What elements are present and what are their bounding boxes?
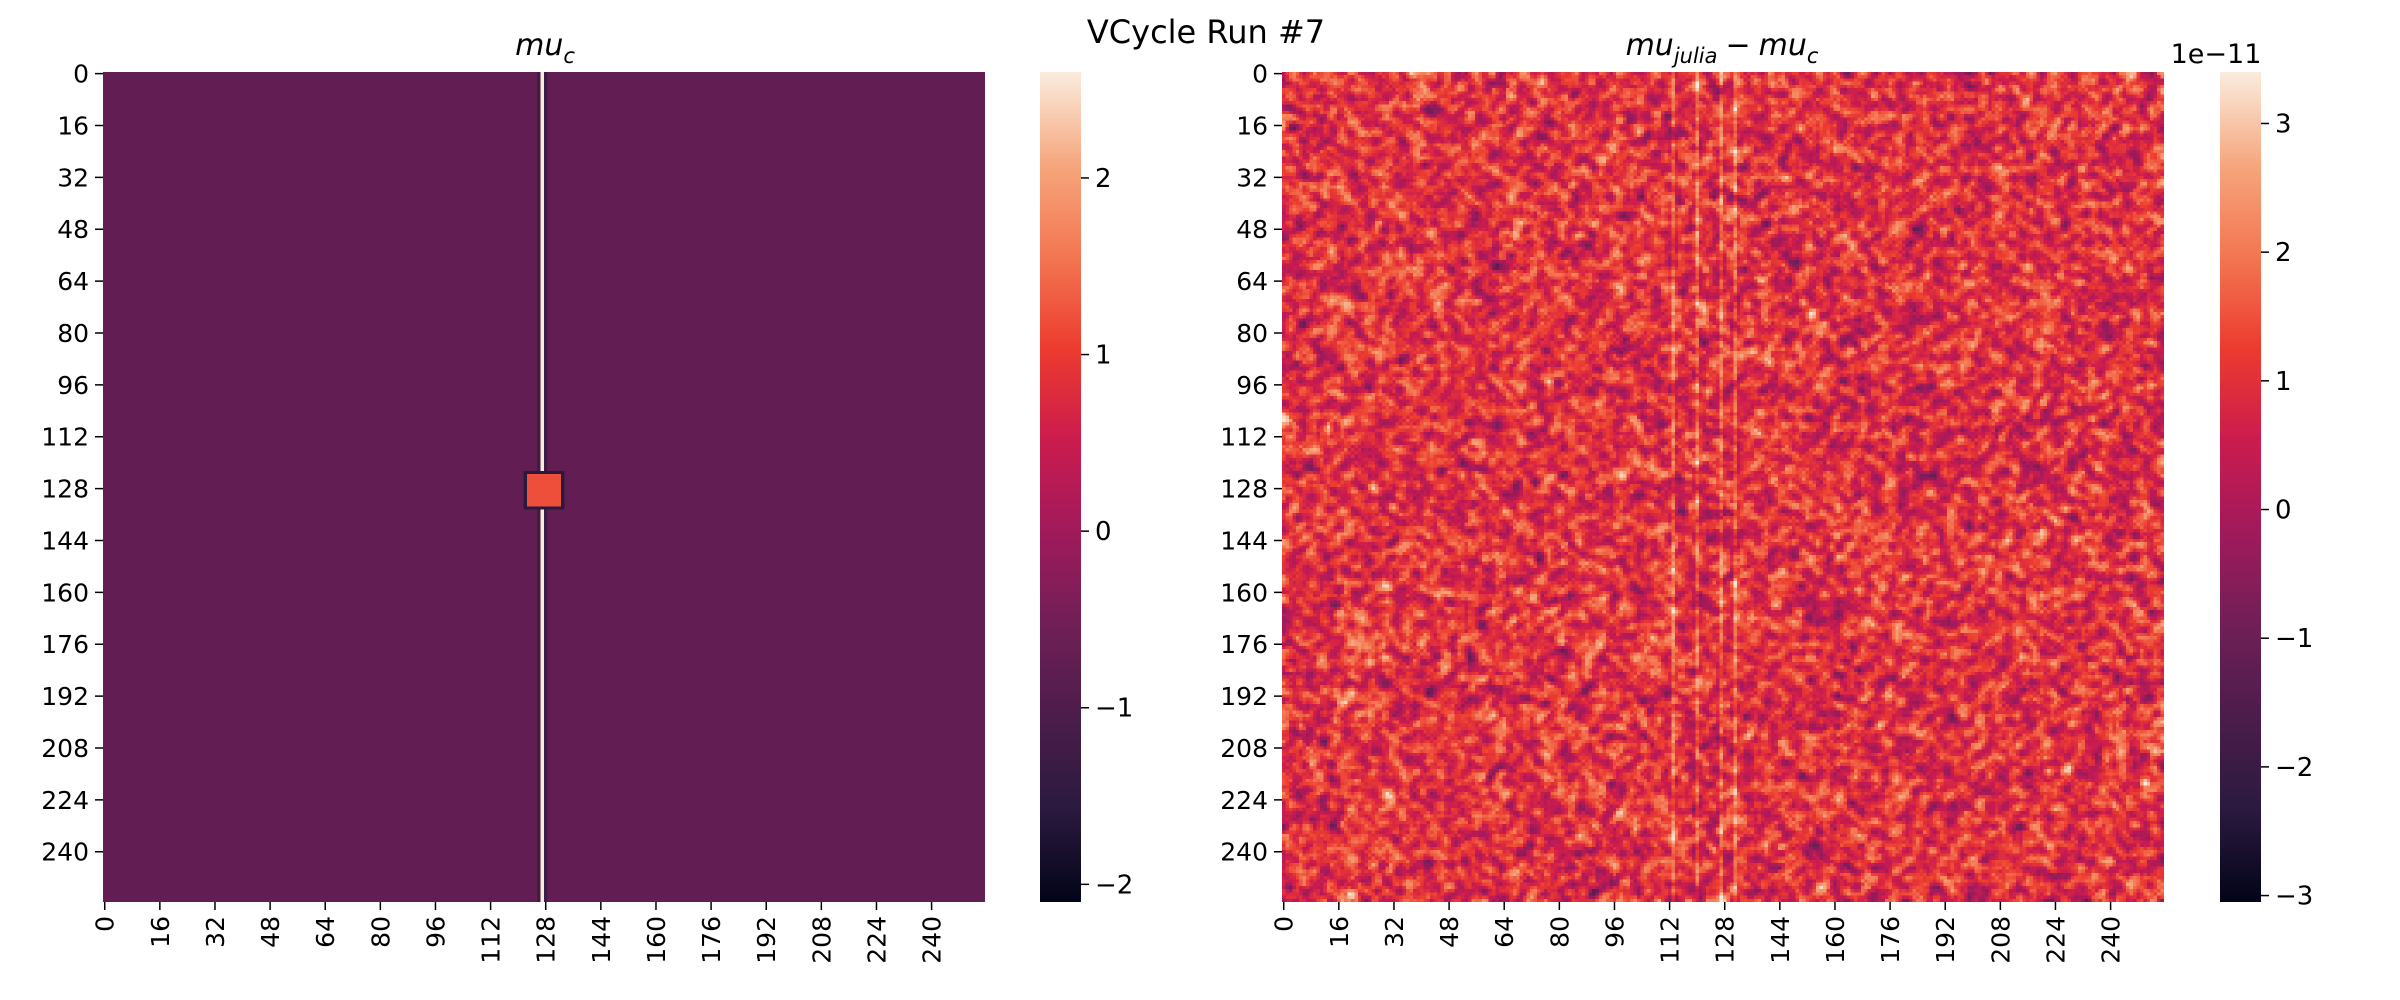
right-colorbar-tick-label: 1 [2275,367,2292,397]
right-x-tick-label: 0 [1270,916,1299,932]
left-x-tick-label: 160 [642,916,671,964]
right-x-tick-label: 208 [1986,916,2015,964]
right-y-tick-label: 80 [1236,319,1268,348]
right-x-tick-label: 80 [1545,916,1574,948]
left-x-tick-label: 64 [311,916,340,948]
right-colorbar-tick-label: 0 [2275,496,2292,526]
left-x-tick-label: 112 [477,916,506,964]
right-colorbar-tick-label: −2 [2275,753,2313,783]
left-x-tick-label: 176 [697,916,726,964]
right-y-tick-label: 224 [1220,786,1268,815]
figure-suptitle: VCycle Run #7 [1087,13,1325,51]
right-y-tick-label: 96 [1236,371,1268,400]
left-colorbar-tick-label: 2 [1095,164,1112,194]
left-y-tick-label: 160 [41,578,89,607]
right-colorbar [2220,72,2261,902]
right-x-tick-label: 32 [1380,916,1409,948]
left-x-tick-label: 144 [587,916,616,964]
right-y-tick-label: 208 [1220,734,1268,763]
right-x-tick-label: 48 [1435,916,1464,948]
right-y-tick-label: 128 [1220,475,1268,504]
left-y-tick-label: 16 [57,111,89,140]
left-y-tick-label: 240 [41,838,89,867]
left-colorbar-tick-label: −1 [1095,694,1133,724]
left-y-tick-label: 224 [41,786,89,815]
left-x-tick-label: 240 [918,916,947,964]
right-colorbar-tick-label: 3 [2275,109,2292,139]
left-chart-title: muc [515,28,575,68]
left-x-tick-label: 96 [421,916,450,948]
right-y-tick-label: 64 [1236,267,1268,296]
right-x-tick-label: 128 [1711,916,1740,964]
left-y-tick-label: 32 [57,163,89,192]
left-y-tick-label: 176 [41,630,89,659]
left-y-tick-label: 0 [73,60,89,89]
left-x-axis: 0 16 32 48 64 80 96 112 128 144 160 176 192 208 224 240 [91,902,947,964]
right-colorbar-ticks: −3 −2 −1 0 1 2 3 [2261,109,2313,912]
right-x-tick-label: 112 [1656,916,1685,964]
right-x-tick-label: 96 [1600,916,1629,948]
right-x-tick-label: 144 [1766,916,1795,964]
right-y-tick-label: 48 [1236,215,1268,244]
left-x-tick-label: 208 [807,916,836,964]
left-y-tick-label: 96 [57,371,89,400]
left-y-tick-label: 64 [57,267,89,296]
right-y-tick-label: 32 [1236,163,1268,192]
left-x-tick-label: 0 [91,916,120,932]
left-colorbar-ticks: −2 −1 0 1 2 [1081,164,1133,900]
left-x-tick-label: 192 [752,916,781,964]
right-y-axis: 0 16 32 48 64 80 96 112 128 144 160 176 192 208 224 240 [1220,60,1282,867]
right-y-tick-label: 112 [1220,423,1268,452]
left-colorbar [1040,72,1081,902]
right-colorbar-tick-label: 2 [2275,238,2292,268]
right-colorbar-tick-label: −1 [2275,624,2313,654]
right-y-tick-label: 176 [1220,630,1268,659]
right-y-tick-label: 160 [1220,578,1268,607]
left-x-tick-label: 224 [862,916,891,964]
right-x-tick-label: 192 [1931,916,1960,964]
right-x-tick-label: 160 [1821,916,1850,964]
right-x-tick-label: 224 [2041,916,2070,964]
right-y-tick-label: 0 [1252,60,1268,89]
left-x-tick-label: 16 [146,916,175,948]
right-x-tick-label: 64 [1490,916,1519,948]
left-y-tick-label: 192 [41,682,89,711]
right-y-tick-label: 144 [1220,526,1268,555]
right-x-tick-label: 240 [2097,916,2126,964]
left-colorbar-tick-label: 0 [1095,517,1112,547]
left-colorbar-tick-label: −2 [1095,870,1133,900]
left-x-tick-label: 80 [366,916,395,948]
right-panel: mujulia − muc 0163248648096112128144160176… [1220,28,2313,964]
right-y-tick-label: 192 [1220,682,1268,711]
right-chart-title: mujulia − muc [1626,28,1819,68]
right-heatmap [1282,72,2164,902]
right-y-tick-label: 16 [1236,111,1268,140]
right-x-tick-label: 176 [1876,916,1905,964]
left-y-tick-label: 208 [41,734,89,763]
left-y-tick-label: 80 [57,319,89,348]
left-panel: muc 016324864809611212814416017619220822… [41,28,1133,964]
left-y-axis: 0 16 32 48 64 80 96 112 128 144 160 176 192 208 224 240 [41,60,103,867]
left-heatmap [103,72,985,902]
left-y-tick-label: 48 [57,215,89,244]
left-x-tick-label: 48 [256,916,285,948]
left-y-tick-label: 112 [41,423,89,452]
right-x-axis: 0 16 32 48 64 80 96 112 128 144 160 176 192 208 224 240 [1270,902,2126,964]
left-colorbar-tick-label: 1 [1095,341,1112,371]
left-x-tick-label: 128 [532,916,561,964]
left-x-tick-label: 32 [201,916,230,948]
left-y-tick-label: 128 [41,475,89,504]
right-colorbar-offset-text: 1e−11 [2171,39,2262,70]
right-x-tick-label: 16 [1325,916,1354,948]
right-y-tick-label: 240 [1220,838,1268,867]
left-y-tick-label: 144 [41,526,89,555]
right-colorbar-tick-label: −3 [2275,882,2313,912]
